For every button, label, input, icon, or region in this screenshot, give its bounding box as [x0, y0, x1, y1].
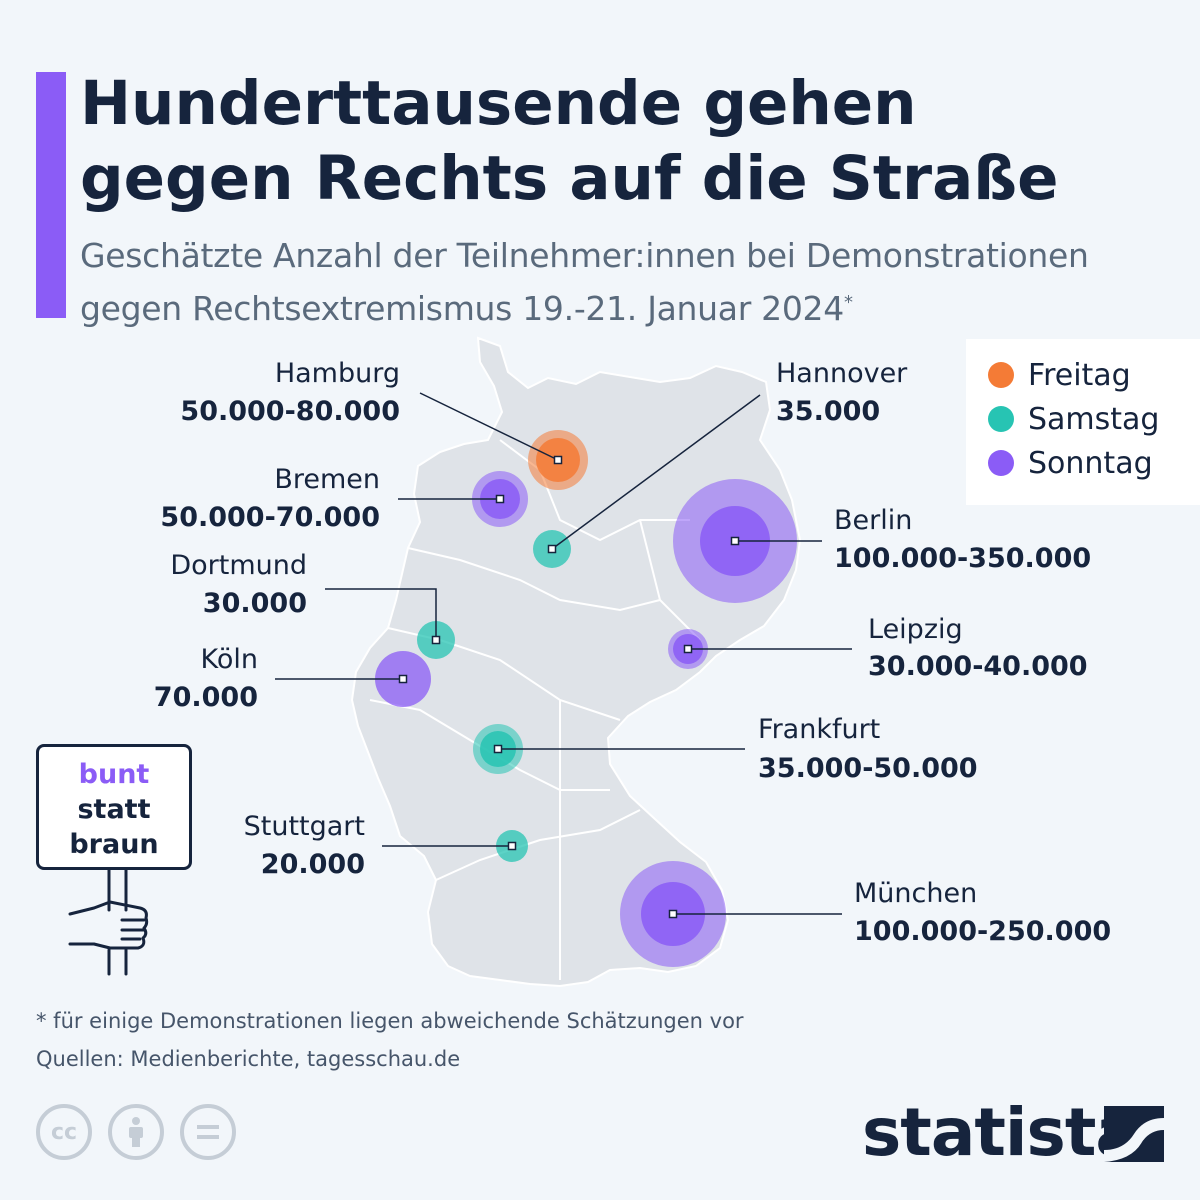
city-value-frankfurt: 35.000-50.000 [758, 753, 978, 784]
city-name-muenchen: München [854, 878, 978, 909]
footnote-text: * für einige Demonstrationen liegen abwe… [36, 1009, 744, 1033]
city-value-bremen: 50.000-70.000 [160, 502, 380, 533]
legend-swatch-sonntag [988, 450, 1014, 476]
city-value-hamburg: 50.000-80.000 [180, 396, 400, 427]
hand-holding-sign-icon [68, 868, 149, 976]
germany-outline [350, 336, 802, 988]
protest-sign: bunt statt braun [36, 744, 192, 870]
footnote-block: * für einige Demonstrationen liegen abwe… [36, 1002, 744, 1078]
city-value-koeln: 70.000 [153, 682, 258, 713]
city-name-stuttgart: Stuttgart [243, 811, 365, 842]
subtitle-line-2-text: gegen Rechtsextremismus 19.-21. Januar 2… [80, 289, 844, 328]
statista-logo-mark[interactable] [1104, 1106, 1164, 1162]
legend-swatch-samstag [988, 406, 1014, 432]
subtitle-footnote-mark: * [843, 292, 853, 313]
title-accent-bar [36, 72, 66, 318]
subtitle-line-1: Geschätzte Anzahl der Teilnehmer:innen b… [80, 236, 1089, 275]
city-value-hannover: 35.000 [776, 396, 881, 427]
city-name-bremen: Bremen [274, 464, 380, 495]
legend-item-sonntag: Sonntag [988, 441, 1153, 485]
attribution-icon[interactable] [108, 1104, 164, 1160]
city-name-dortmund: Dortmund [170, 550, 307, 581]
city-value-dortmund: 30.000 [202, 588, 307, 619]
legend-label-freitag: Freitag [1028, 357, 1131, 393]
legend-item-freitag: Freitag [988, 353, 1131, 397]
page-title: Hunderttausende gehen gegen Rechts auf d… [80, 66, 1180, 216]
city-name-hannover: Hannover [776, 358, 908, 389]
city-name-berlin: Berlin [834, 505, 913, 536]
city-value-berlin: 100.000-350.000 [834, 543, 1092, 574]
no-derivatives-icon[interactable] [180, 1104, 236, 1160]
subtitle-line-2: gegen Rechtsextremismus 19.-21. Januar 2… [80, 279, 1190, 332]
license-icons: cc [36, 1104, 236, 1160]
equals-icon [197, 1125, 219, 1139]
city-name-frankfurt: Frankfurt [758, 714, 881, 745]
legend: Freitag Samstag Sonntag [966, 339, 1200, 505]
city-name-koeln: Köln [200, 644, 259, 675]
city-value-stuttgart: 20.000 [260, 849, 365, 880]
page-subtitle: Geschätzte Anzahl der Teilnehmer:innen b… [80, 232, 1190, 332]
title-line-2: gegen Rechts auf die Straße [80, 143, 1059, 214]
legend-label-samstag: Samstag [1028, 401, 1160, 437]
cc-icon[interactable]: cc [36, 1104, 92, 1160]
source-text: Quellen: Medienberichte, tagesschau.de [36, 1047, 461, 1071]
sign-line-2: statt [77, 794, 151, 825]
statista-logo-text[interactable]: statista [862, 1094, 1140, 1171]
person-icon [129, 1117, 143, 1147]
city-value-leipzig: 30.000-40.000 [868, 651, 1088, 682]
city-name-leipzig: Leipzig [868, 614, 963, 645]
title-line-1: Hunderttausende gehen [80, 68, 917, 139]
city-value-muenchen: 100.000-250.000 [854, 916, 1112, 947]
city-name-hamburg: Hamburg [274, 358, 400, 389]
sign-line-1: bunt [78, 759, 150, 790]
legend-item-samstag: Samstag [988, 397, 1159, 441]
legend-swatch-freitag [988, 362, 1014, 388]
legend-label-sonntag: Sonntag [1028, 445, 1153, 481]
sign-line-3: braun [69, 829, 159, 860]
